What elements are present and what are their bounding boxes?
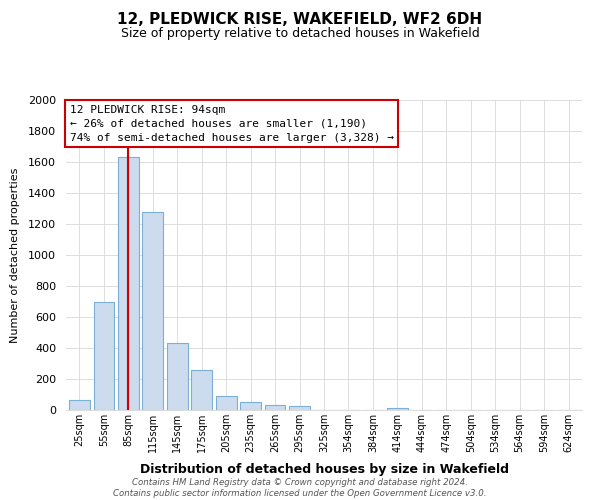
Bar: [94, 302, 114, 410]
Text: Contains HM Land Registry data © Crown copyright and database right 2024.
Contai: Contains HM Land Registry data © Crown c…: [113, 478, 487, 498]
Text: Size of property relative to detached houses in Wakefield: Size of property relative to detached ho…: [121, 28, 479, 40]
Bar: [387, 408, 408, 410]
Bar: [142, 212, 163, 410]
Text: 12, PLEDWICK RISE, WAKEFIELD, WF2 6DH: 12, PLEDWICK RISE, WAKEFIELD, WF2 6DH: [118, 12, 482, 28]
Bar: [240, 402, 261, 410]
Bar: [69, 400, 90, 410]
Bar: [265, 406, 286, 410]
Text: 12 PLEDWICK RISE: 94sqm
← 26% of detached houses are smaller (1,190)
74% of semi: 12 PLEDWICK RISE: 94sqm ← 26% of detache…: [70, 104, 394, 142]
Bar: [118, 158, 139, 410]
X-axis label: Distribution of detached houses by size in Wakefield: Distribution of detached houses by size …: [139, 464, 509, 476]
Bar: [191, 370, 212, 410]
Y-axis label: Number of detached properties: Number of detached properties: [10, 168, 20, 342]
Bar: [216, 396, 236, 410]
Bar: [289, 406, 310, 410]
Bar: [167, 342, 188, 410]
